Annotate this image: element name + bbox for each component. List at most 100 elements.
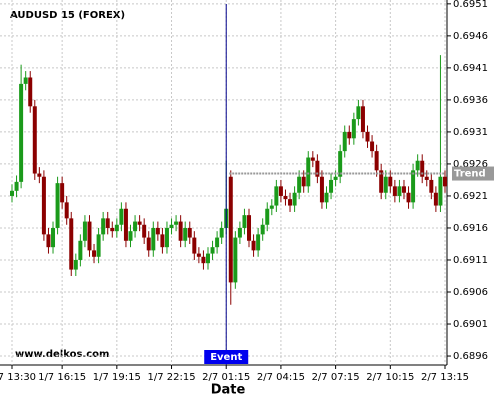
y-tick-label: 0.6916: [453, 223, 488, 234]
candle-body: [174, 221, 179, 225]
candle-body: [96, 234, 101, 257]
candle-body: [237, 227, 242, 238]
candle-body: [169, 224, 174, 228]
candle-body: [23, 77, 28, 84]
candle-body: [333, 176, 338, 180]
y-tick-label: 0.6901: [453, 319, 488, 330]
candle-body: [19, 83, 24, 182]
candle-body: [351, 119, 356, 139]
candle-body: [242, 215, 247, 228]
candle-body: [338, 151, 343, 177]
candle-body: [205, 253, 210, 264]
x-tick-label: 2/7 10:15: [366, 372, 414, 383]
candle-body: [51, 227, 56, 248]
candle-body: [46, 234, 51, 248]
event-label: Event: [210, 352, 242, 363]
candle-body: [128, 231, 133, 241]
candle-body: [110, 227, 115, 232]
candle-body: [297, 176, 302, 193]
candle-body: [292, 192, 297, 206]
candle-body: [28, 77, 33, 107]
candle-body: [251, 240, 256, 251]
candle-body: [219, 227, 224, 238]
candle-body: [37, 173, 42, 177]
candle-body: [278, 186, 283, 196]
candle-body: [274, 186, 279, 206]
event-label-box: [204, 350, 249, 364]
watermark: www.delkos.com: [15, 349, 109, 360]
candle-body: [55, 183, 60, 228]
candle-body: [78, 240, 83, 260]
candle-body: [164, 227, 169, 248]
candle-body: [329, 179, 334, 193]
candle-body: [187, 227, 192, 238]
candle-body: [438, 176, 443, 206]
y-tick-label: 0.6896: [453, 351, 488, 362]
candle-body: [14, 181, 19, 191]
candle-body: [60, 183, 65, 203]
candle-body: [347, 131, 352, 139]
candle-body: [443, 176, 447, 187]
candle-body: [41, 176, 46, 235]
y-tick-label: 0.6951: [453, 0, 488, 10]
candle-body: [374, 151, 379, 171]
candle-body: [155, 227, 160, 235]
candle-body: [105, 218, 110, 228]
candle-body: [10, 190, 14, 196]
candle-body: [406, 192, 411, 203]
candle-body: [283, 195, 288, 200]
candle-body: [196, 253, 201, 257]
candle-body: [101, 218, 106, 235]
y-tick-label: 0.6941: [453, 63, 488, 74]
candle-body: [424, 176, 429, 180]
y-tick-label: 0.6911: [453, 255, 488, 266]
candle-body: [183, 227, 188, 241]
candle-body: [383, 176, 388, 193]
candle-body: [397, 186, 402, 196]
candle-body: [73, 259, 78, 270]
x-axis-title: Date: [211, 383, 246, 398]
x-tick-label: 1/7 19:15: [93, 372, 141, 383]
x-tick-label: 2/7 04:15: [257, 372, 305, 383]
candle-body: [137, 221, 142, 225]
candle-body: [411, 170, 416, 203]
candle-body: [429, 179, 434, 193]
candle-body: [133, 221, 138, 232]
candle-body: [379, 170, 384, 193]
candle-body: [433, 192, 438, 206]
candle-body: [319, 176, 324, 203]
x-tick-label: 2/7 13:15: [421, 372, 469, 383]
candle-body: [178, 221, 183, 241]
candle-body: [151, 227, 156, 251]
candle-body: [315, 160, 320, 177]
candle-body: [142, 224, 147, 238]
y-tick-label: 0.6931: [453, 127, 488, 138]
y-tick-label: 0.6921: [453, 191, 488, 202]
candle-body: [233, 237, 238, 283]
candle-body: [64, 202, 69, 219]
y-tick-label: 0.6926: [453, 159, 488, 170]
candle-body: [32, 106, 37, 174]
candle-body: [82, 221, 87, 241]
candle-body: [256, 234, 261, 251]
candle-body: [360, 106, 365, 132]
candle-body: [69, 218, 74, 270]
candle-body: [306, 157, 311, 187]
candle-body: [356, 106, 361, 120]
candle-body: [310, 157, 315, 161]
y-tick-label: 0.6906: [453, 287, 488, 298]
candle-body: [160, 234, 165, 248]
x-tick-label: 1/7 13:30: [0, 372, 36, 383]
candle-body: [215, 237, 220, 248]
trend-label-box: [452, 166, 494, 181]
candle-body: [370, 141, 375, 152]
chart-title: AUDUSD 15 (FOREX): [10, 10, 125, 21]
candle-body: [192, 237, 197, 254]
candle-body: [324, 192, 329, 203]
candle-body: [301, 176, 306, 187]
y-tick-label: 0.6936: [453, 95, 488, 106]
candle-body: [420, 160, 425, 177]
candle-body: [288, 199, 293, 206]
